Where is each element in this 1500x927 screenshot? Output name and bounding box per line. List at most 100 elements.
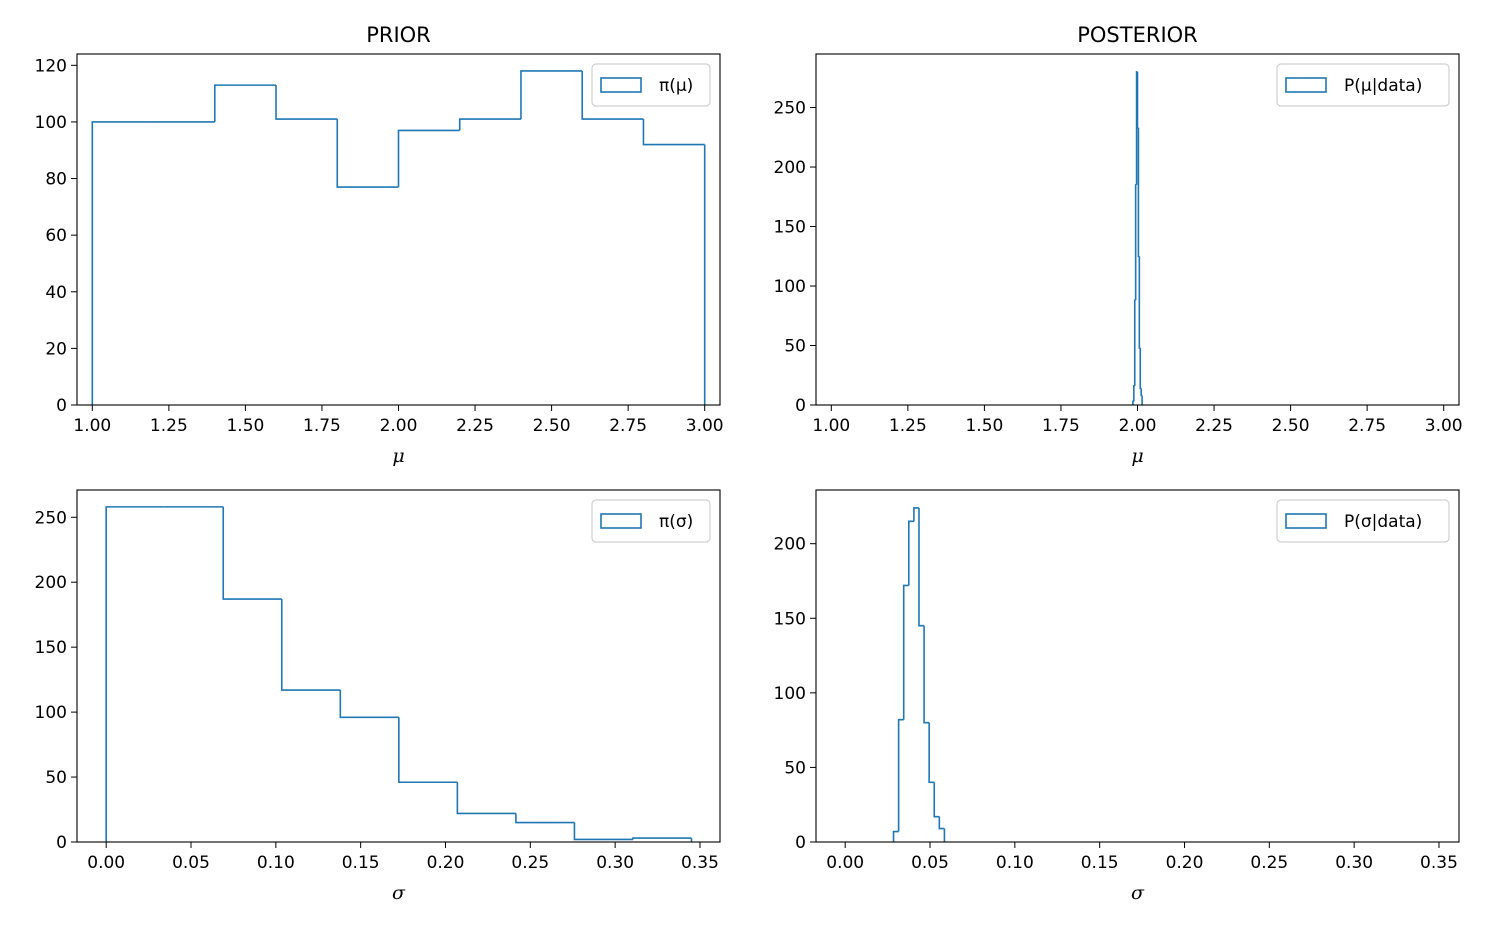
- x-tick-label: 1.75: [303, 416, 341, 436]
- histogram-bin: [1133, 385, 1135, 402]
- histogram-bin: [1133, 299, 1136, 386]
- x-tick-label: 0.20: [1166, 853, 1204, 873]
- y-tick-label: 100: [774, 684, 806, 704]
- y-tick-label: 50: [784, 758, 806, 778]
- x-tick-label: 2.50: [533, 416, 571, 436]
- y-tick-label: 120: [35, 56, 67, 76]
- y-tick-label: 20: [45, 339, 67, 359]
- y-tick-label: 0: [795, 833, 806, 853]
- axes-frame: [76, 53, 721, 406]
- x-tick-label: 0.30: [1335, 853, 1373, 873]
- histogram-bin: [1139, 347, 1142, 390]
- x-tick-label: 2.25: [456, 416, 494, 436]
- x-axis-label: μ: [392, 445, 404, 467]
- histogram-bin: [902, 584, 909, 720]
- y-tick-label: 0: [795, 396, 806, 416]
- legend: P(σ|data): [1276, 499, 1450, 543]
- legend: π(σ): [591, 499, 711, 543]
- histogram-bin: [573, 822, 633, 841]
- legend-box: [591, 499, 711, 543]
- histogram-bin: [398, 717, 458, 784]
- histogram-bin: [91, 121, 154, 405]
- x-tick-label: 0.15: [1081, 853, 1119, 873]
- y-tick-label: 50: [784, 337, 806, 357]
- x-tick-label: 3.00: [1425, 416, 1463, 436]
- x-tick-label: 2.00: [1119, 416, 1157, 436]
- legend-swatch: [600, 77, 642, 93]
- y-tick-label: 150: [35, 638, 67, 658]
- histogram-bin: [897, 718, 904, 832]
- x-tick-label: 2.50: [1272, 416, 1310, 436]
- x-tick-label: 2.25: [1195, 416, 1233, 436]
- histogram-bin: [581, 70, 644, 120]
- panel-posterior-sigma: 0.00 0.05 0.10 0.15 0.20 0.25 0.30 0.35 0 50 100 15…: [774, 489, 1460, 904]
- histogram-bin: [222, 506, 282, 600]
- x-tick-label: 0.00: [826, 853, 864, 873]
- legend-box: [591, 63, 711, 107]
- x-tick-label: 1.50: [226, 416, 264, 436]
- y-tick-label: 40: [45, 283, 67, 303]
- legend-swatch: [600, 513, 642, 529]
- histogram-bin: [1138, 256, 1141, 349]
- y-tick-label: 150: [774, 609, 806, 629]
- legend-box: [1276, 63, 1450, 107]
- histogram-bin: [913, 507, 919, 522]
- histogram-bin: [918, 507, 925, 627]
- histogram-bin: [1132, 400, 1134, 405]
- histogram-bin: [458, 118, 521, 131]
- y-tick-label: 150: [774, 218, 806, 238]
- x-tick-label: 0.25: [1250, 853, 1288, 873]
- y-tick-label: 200: [35, 573, 67, 593]
- y-tick-label: 80: [45, 170, 67, 190]
- x-axis-label: μ: [1131, 445, 1143, 467]
- x-tick-label: 0.15: [342, 853, 380, 873]
- x-tick-label: 0.35: [681, 853, 719, 873]
- legend-swatch: [1285, 77, 1327, 93]
- x-tick-label: 0.05: [911, 853, 949, 873]
- legend-box: [1276, 499, 1450, 543]
- x-tick-label: 1.00: [73, 416, 111, 436]
- histogram-bin: [642, 119, 705, 146]
- histogram-bin: [1136, 71, 1139, 129]
- x-tick-label: 1.75: [1042, 416, 1080, 436]
- histogram-bin: [923, 625, 930, 724]
- y-tick-label: 60: [45, 226, 67, 246]
- x-tick-label: 0.25: [511, 853, 549, 873]
- histogram-bin: [1140, 388, 1143, 397]
- histogram-bin: [105, 506, 165, 842]
- axes-frame: [76, 489, 721, 843]
- y-tick-label: 200: [774, 535, 806, 555]
- panel-posterior-mu: POSTERIOR 1.00 1.25 1.50 1.75 2.00 2.25 2.50 2.7…: [774, 23, 1463, 467]
- x-tick-label: 0.35: [1420, 853, 1458, 873]
- histogram-bin: [892, 830, 899, 842]
- histogram-bin: [938, 816, 945, 830]
- y-tick-label: 50: [45, 768, 67, 788]
- panel-prior-mu: PRIOR 1.00 1.25 1.50 1.75 2.00 2.25 2.50 2.75 3.0…: [35, 23, 724, 467]
- legend-label: P(σ|data): [1344, 512, 1422, 532]
- x-tick-label: 2.00: [380, 416, 418, 436]
- axes-frame: [815, 489, 1460, 843]
- histogram-bin: [928, 722, 935, 784]
- x-tick-label: 1.25: [150, 416, 188, 436]
- histogram-bin: [933, 782, 940, 818]
- y-tick-label: 200: [774, 158, 806, 178]
- histogram-bin: [632, 837, 692, 840]
- histogram-bin: [397, 129, 460, 188]
- x-tick-label: 0.10: [996, 853, 1034, 873]
- y-tick-label: 0: [56, 396, 67, 416]
- x-axis-label: σ: [1131, 882, 1145, 904]
- histogram-bin: [336, 119, 399, 188]
- x-tick-label: 2.75: [609, 416, 647, 436]
- histogram-bin: [1137, 127, 1140, 258]
- histogram-bin: [1134, 184, 1137, 301]
- chart-title: PRIOR: [366, 23, 431, 47]
- y-tick-label: 250: [774, 99, 806, 119]
- legend: P(μ|data): [1276, 63, 1450, 107]
- histogram-bin: [213, 84, 277, 122]
- y-tick-label: 0: [56, 833, 67, 853]
- legend-label: π(μ): [659, 76, 693, 96]
- panel-prior-sigma: 0.00 0.05 0.10 0.15 0.20 0.25 0.30 0.35 0 50 100 15…: [35, 489, 721, 904]
- y-tick-label: 250: [35, 508, 67, 528]
- x-tick-label: 0.20: [427, 853, 465, 873]
